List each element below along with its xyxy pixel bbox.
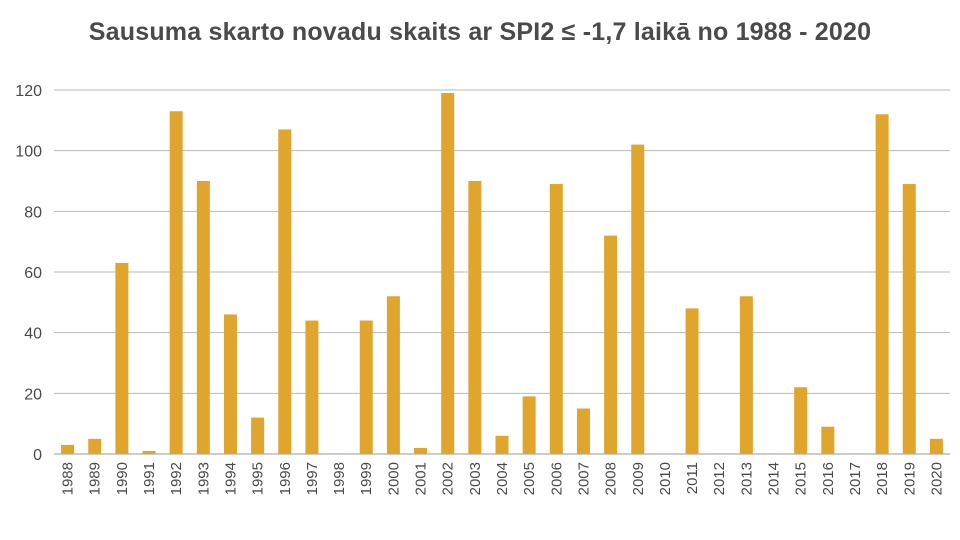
- bar-2004: [495, 435, 509, 454]
- x-tick-label: 2002: [440, 462, 457, 495]
- x-tick-label: 2019: [901, 462, 918, 495]
- x-tick-label: 2012: [711, 462, 728, 495]
- bar-1997: [305, 320, 319, 454]
- x-tick-label: 2009: [630, 462, 647, 495]
- bar-2005: [522, 396, 536, 454]
- x-tick-label: 1998: [331, 462, 348, 495]
- x-tick-label: 2011: [684, 462, 701, 494]
- x-tick-label: 2004: [494, 462, 511, 495]
- bar-2018: [875, 114, 889, 455]
- x-tick-label: 2000: [385, 462, 402, 495]
- x-tick-label: 2006: [548, 462, 565, 495]
- bar-2001: [414, 447, 428, 454]
- bar-2007: [576, 408, 590, 454]
- y-tick-label: 40: [24, 326, 42, 343]
- x-tick-label: 1995: [250, 462, 267, 495]
- bar-2016: [821, 426, 835, 454]
- bar-1993: [196, 181, 210, 454]
- bar-2011: [685, 308, 699, 454]
- chart-title: Sausuma skarto novadu skaits ar SPI2 ≤ -…: [88, 18, 872, 46]
- x-axis-ticks: 1988 1989 1990 1991 1992 1993 1994 1995 1996 1997…: [60, 462, 946, 495]
- gridlines: [54, 89, 950, 455]
- x-tick-label: 1991: [141, 462, 158, 495]
- x-tick-label: 2016: [820, 462, 837, 495]
- bar-1994: [223, 314, 237, 454]
- x-tick-label: 1993: [195, 462, 212, 495]
- x-tick-label: 2017: [847, 462, 864, 495]
- bar-1999: [359, 320, 373, 454]
- bar-1995: [251, 417, 265, 454]
- x-tick-label: 2014: [766, 462, 783, 495]
- x-tick-label: 2018: [874, 462, 891, 495]
- x-tick-label: 2010: [657, 462, 674, 495]
- bar-2003: [468, 181, 482, 454]
- y-axis-ticks: 0 20 40 60 80 100 120: [15, 83, 42, 464]
- x-tick-label: 1990: [114, 462, 131, 495]
- bar-2006: [549, 184, 563, 455]
- bar-2020: [929, 438, 943, 454]
- bar-2002: [441, 93, 455, 455]
- x-tick-label: 1992: [168, 462, 185, 495]
- x-tick-label: 1988: [60, 462, 77, 495]
- x-tick-label: 1989: [87, 462, 104, 495]
- x-tick-label: 2003: [467, 462, 484, 495]
- bar-2000: [386, 296, 400, 454]
- bar-2009: [631, 144, 645, 454]
- x-tick-label: 2020: [928, 462, 945, 495]
- y-tick-label: 20: [24, 386, 42, 403]
- bar-1992: [169, 111, 183, 454]
- bar-2008: [604, 235, 618, 454]
- x-tick-label: 2005: [521, 462, 538, 495]
- y-tick-label: 120: [15, 83, 42, 100]
- x-tick-label: 1997: [304, 462, 321, 495]
- bar-2019: [902, 184, 916, 455]
- y-tick-label: 60: [24, 265, 42, 282]
- x-tick-label: 2015: [793, 462, 810, 495]
- bars: [61, 93, 943, 455]
- bar-2013: [739, 296, 753, 454]
- bar-1989: [88, 438, 102, 454]
- x-tick-label: 2001: [413, 462, 430, 495]
- x-tick-label: 1999: [358, 462, 375, 495]
- y-tick-label: 100: [15, 144, 42, 161]
- bar-1990: [115, 262, 129, 454]
- x-tick-label: 1996: [277, 462, 294, 495]
- x-tick-label: 2008: [603, 462, 620, 495]
- bar-2015: [794, 387, 808, 454]
- bar-1988: [61, 444, 75, 454]
- x-tick-label: 2013: [738, 462, 755, 495]
- x-tick-label: 2007: [575, 462, 592, 495]
- y-tick-label: 0: [33, 447, 42, 464]
- x-tick-label: 1994: [222, 462, 239, 495]
- bar-1991: [142, 450, 156, 454]
- bar-1996: [278, 129, 292, 454]
- y-tick-label: 80: [24, 204, 42, 221]
